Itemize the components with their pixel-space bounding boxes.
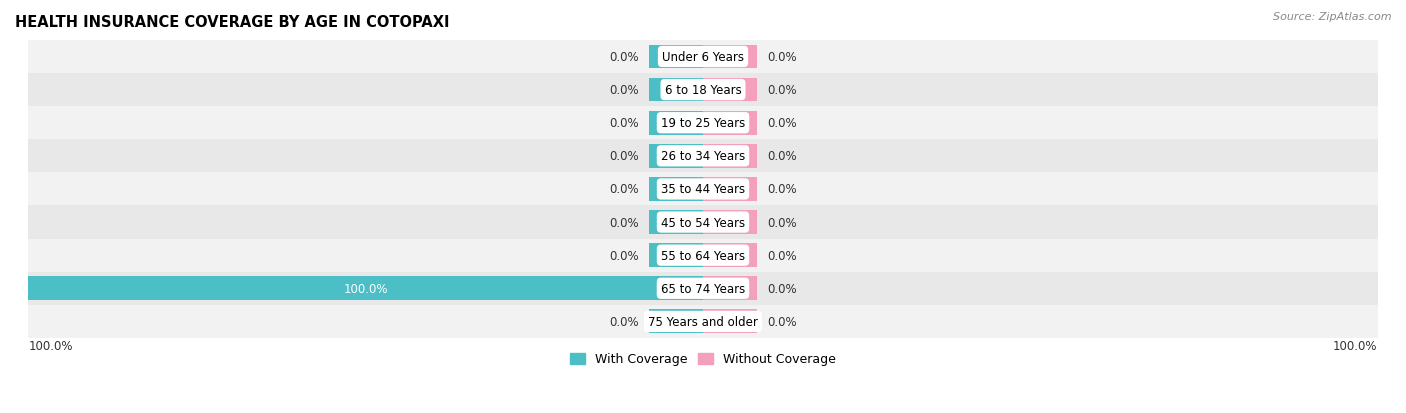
Bar — [28, 41, 1378, 74]
Text: 0.0%: 0.0% — [768, 84, 797, 97]
Text: 55 to 64 Years: 55 to 64 Years — [661, 249, 745, 262]
Text: 0.0%: 0.0% — [609, 315, 638, 328]
Bar — [703, 78, 756, 102]
Text: 0.0%: 0.0% — [768, 282, 797, 295]
Text: 0.0%: 0.0% — [768, 315, 797, 328]
Text: 0.0%: 0.0% — [768, 117, 797, 130]
Bar — [703, 178, 756, 202]
Bar — [650, 178, 703, 202]
Text: 100.0%: 100.0% — [28, 339, 73, 352]
Bar — [650, 45, 703, 69]
Bar — [650, 310, 703, 334]
Text: 100.0%: 100.0% — [343, 282, 388, 295]
Text: 35 to 44 Years: 35 to 44 Years — [661, 183, 745, 196]
Bar — [650, 244, 703, 268]
Text: 0.0%: 0.0% — [609, 216, 638, 229]
Bar — [703, 211, 756, 235]
Bar — [28, 305, 1378, 338]
Bar — [28, 239, 1378, 272]
Bar — [703, 45, 756, 69]
Text: 0.0%: 0.0% — [768, 216, 797, 229]
Bar — [28, 272, 1378, 305]
Text: 0.0%: 0.0% — [768, 150, 797, 163]
Bar — [28, 140, 1378, 173]
Text: 0.0%: 0.0% — [609, 249, 638, 262]
Text: 19 to 25 Years: 19 to 25 Years — [661, 117, 745, 130]
Text: HEALTH INSURANCE COVERAGE BY AGE IN COTOPAXI: HEALTH INSURANCE COVERAGE BY AGE IN COTO… — [15, 15, 450, 30]
Bar — [650, 112, 703, 135]
Text: 0.0%: 0.0% — [609, 51, 638, 64]
Bar — [703, 310, 756, 334]
Text: Source: ZipAtlas.com: Source: ZipAtlas.com — [1274, 12, 1392, 22]
Bar — [650, 211, 703, 235]
Text: 45 to 54 Years: 45 to 54 Years — [661, 216, 745, 229]
Bar — [703, 145, 756, 169]
Text: 0.0%: 0.0% — [768, 249, 797, 262]
Text: 0.0%: 0.0% — [609, 150, 638, 163]
Text: 26 to 34 Years: 26 to 34 Years — [661, 150, 745, 163]
Text: 0.0%: 0.0% — [609, 183, 638, 196]
Text: 65 to 74 Years: 65 to 74 Years — [661, 282, 745, 295]
Bar — [28, 74, 1378, 107]
Text: 0.0%: 0.0% — [609, 117, 638, 130]
Text: 0.0%: 0.0% — [768, 51, 797, 64]
Bar — [28, 173, 1378, 206]
Bar — [703, 112, 756, 135]
Text: 0.0%: 0.0% — [609, 84, 638, 97]
Text: Under 6 Years: Under 6 Years — [662, 51, 744, 64]
Bar — [703, 244, 756, 268]
Text: 0.0%: 0.0% — [768, 183, 797, 196]
Bar — [28, 277, 703, 301]
Text: 100.0%: 100.0% — [1333, 339, 1378, 352]
Bar — [28, 206, 1378, 239]
Text: 6 to 18 Years: 6 to 18 Years — [665, 84, 741, 97]
Bar — [650, 145, 703, 169]
Bar — [703, 277, 756, 301]
Legend: With Coverage, Without Coverage: With Coverage, Without Coverage — [565, 348, 841, 370]
Bar — [28, 107, 1378, 140]
Text: 75 Years and older: 75 Years and older — [648, 315, 758, 328]
Bar — [650, 78, 703, 102]
